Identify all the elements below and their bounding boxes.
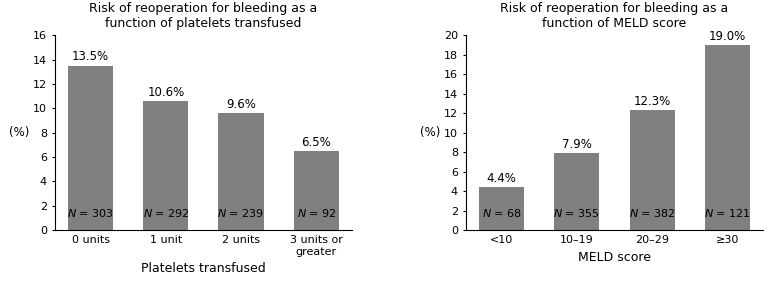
Text: 10.6%: 10.6% [147, 86, 185, 99]
Y-axis label: (%): (%) [420, 126, 440, 139]
Text: $N$ = 92: $N$ = 92 [297, 207, 336, 219]
Y-axis label: (%): (%) [9, 126, 29, 139]
Bar [555, 153, 600, 230]
Text: $N$ = 355: $N$ = 355 [553, 207, 601, 219]
Bar [479, 187, 524, 230]
Text: $N$ = 239: $N$ = 239 [217, 207, 265, 219]
X-axis label: MELD score: MELD score [578, 250, 651, 263]
Text: $N$ = 121: $N$ = 121 [704, 207, 751, 219]
Bar [68, 66, 113, 230]
Bar [294, 151, 339, 230]
Bar [705, 45, 750, 230]
Title: Risk of reoperation for bleeding as a
function of platelets transfused: Risk of reoperation for bleeding as a fu… [90, 2, 318, 30]
Text: $N$ = 303: $N$ = 303 [67, 207, 115, 219]
Text: 6.5%: 6.5% [301, 136, 331, 149]
Text: 9.6%: 9.6% [226, 98, 256, 111]
Title: Risk of reoperation for bleeding as a
function of MELD score: Risk of reoperation for bleeding as a fu… [500, 2, 728, 30]
Text: $N$ = 68: $N$ = 68 [481, 207, 522, 219]
X-axis label: Platelets transfused: Platelets transfused [141, 262, 266, 275]
Bar [629, 110, 675, 230]
Text: $N$ = 292: $N$ = 292 [143, 207, 189, 219]
Text: 7.9%: 7.9% [562, 138, 592, 151]
Text: 12.3%: 12.3% [633, 95, 671, 108]
Text: 4.4%: 4.4% [487, 172, 516, 185]
Bar [143, 101, 189, 230]
Text: 13.5%: 13.5% [72, 50, 109, 63]
Text: 19.0%: 19.0% [709, 30, 746, 43]
Bar [218, 113, 263, 230]
Text: $N$ = 382: $N$ = 382 [629, 207, 675, 219]
